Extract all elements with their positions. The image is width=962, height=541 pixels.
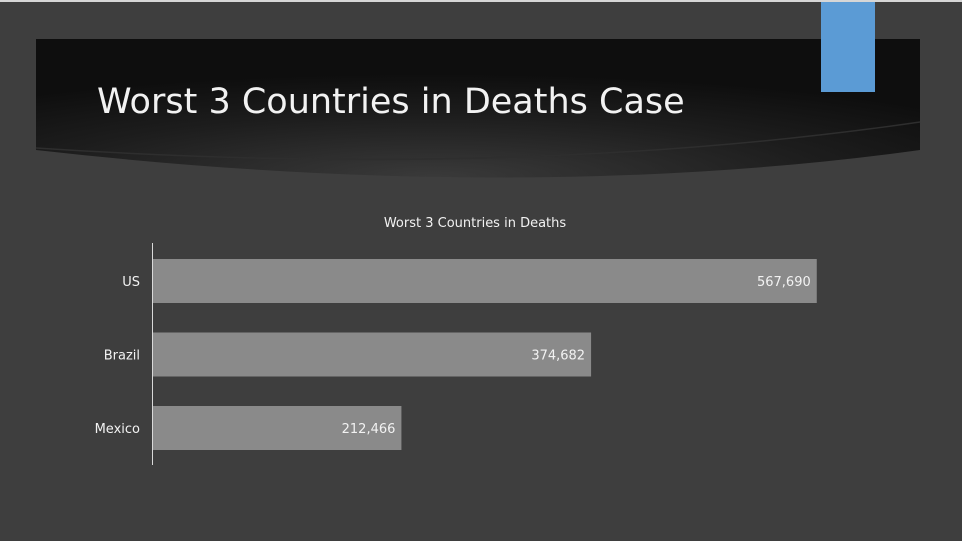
- category-label-mexico: Mexico: [95, 422, 140, 437]
- data-label-brazil: 374,682: [531, 349, 585, 364]
- accent-tab: [821, 2, 875, 92]
- bars-layer: US 567,690 Brazil 374,682 Mexico 212,466: [95, 259, 817, 450]
- data-label-mexico: 212,466: [342, 422, 396, 437]
- chart-title: Worst 3 Countries in Deaths: [384, 216, 567, 231]
- bar-us: [153, 259, 817, 303]
- category-label-brazil: Brazil: [104, 349, 140, 364]
- bar-brazil: [153, 332, 592, 377]
- top-border: [0, 0, 962, 2]
- category-label-us: US: [122, 275, 140, 290]
- bar-mexico: [153, 406, 402, 450]
- slide-title: Worst 3 Countries in Deaths Case: [97, 82, 685, 122]
- data-label-us: 567,690: [757, 275, 811, 290]
